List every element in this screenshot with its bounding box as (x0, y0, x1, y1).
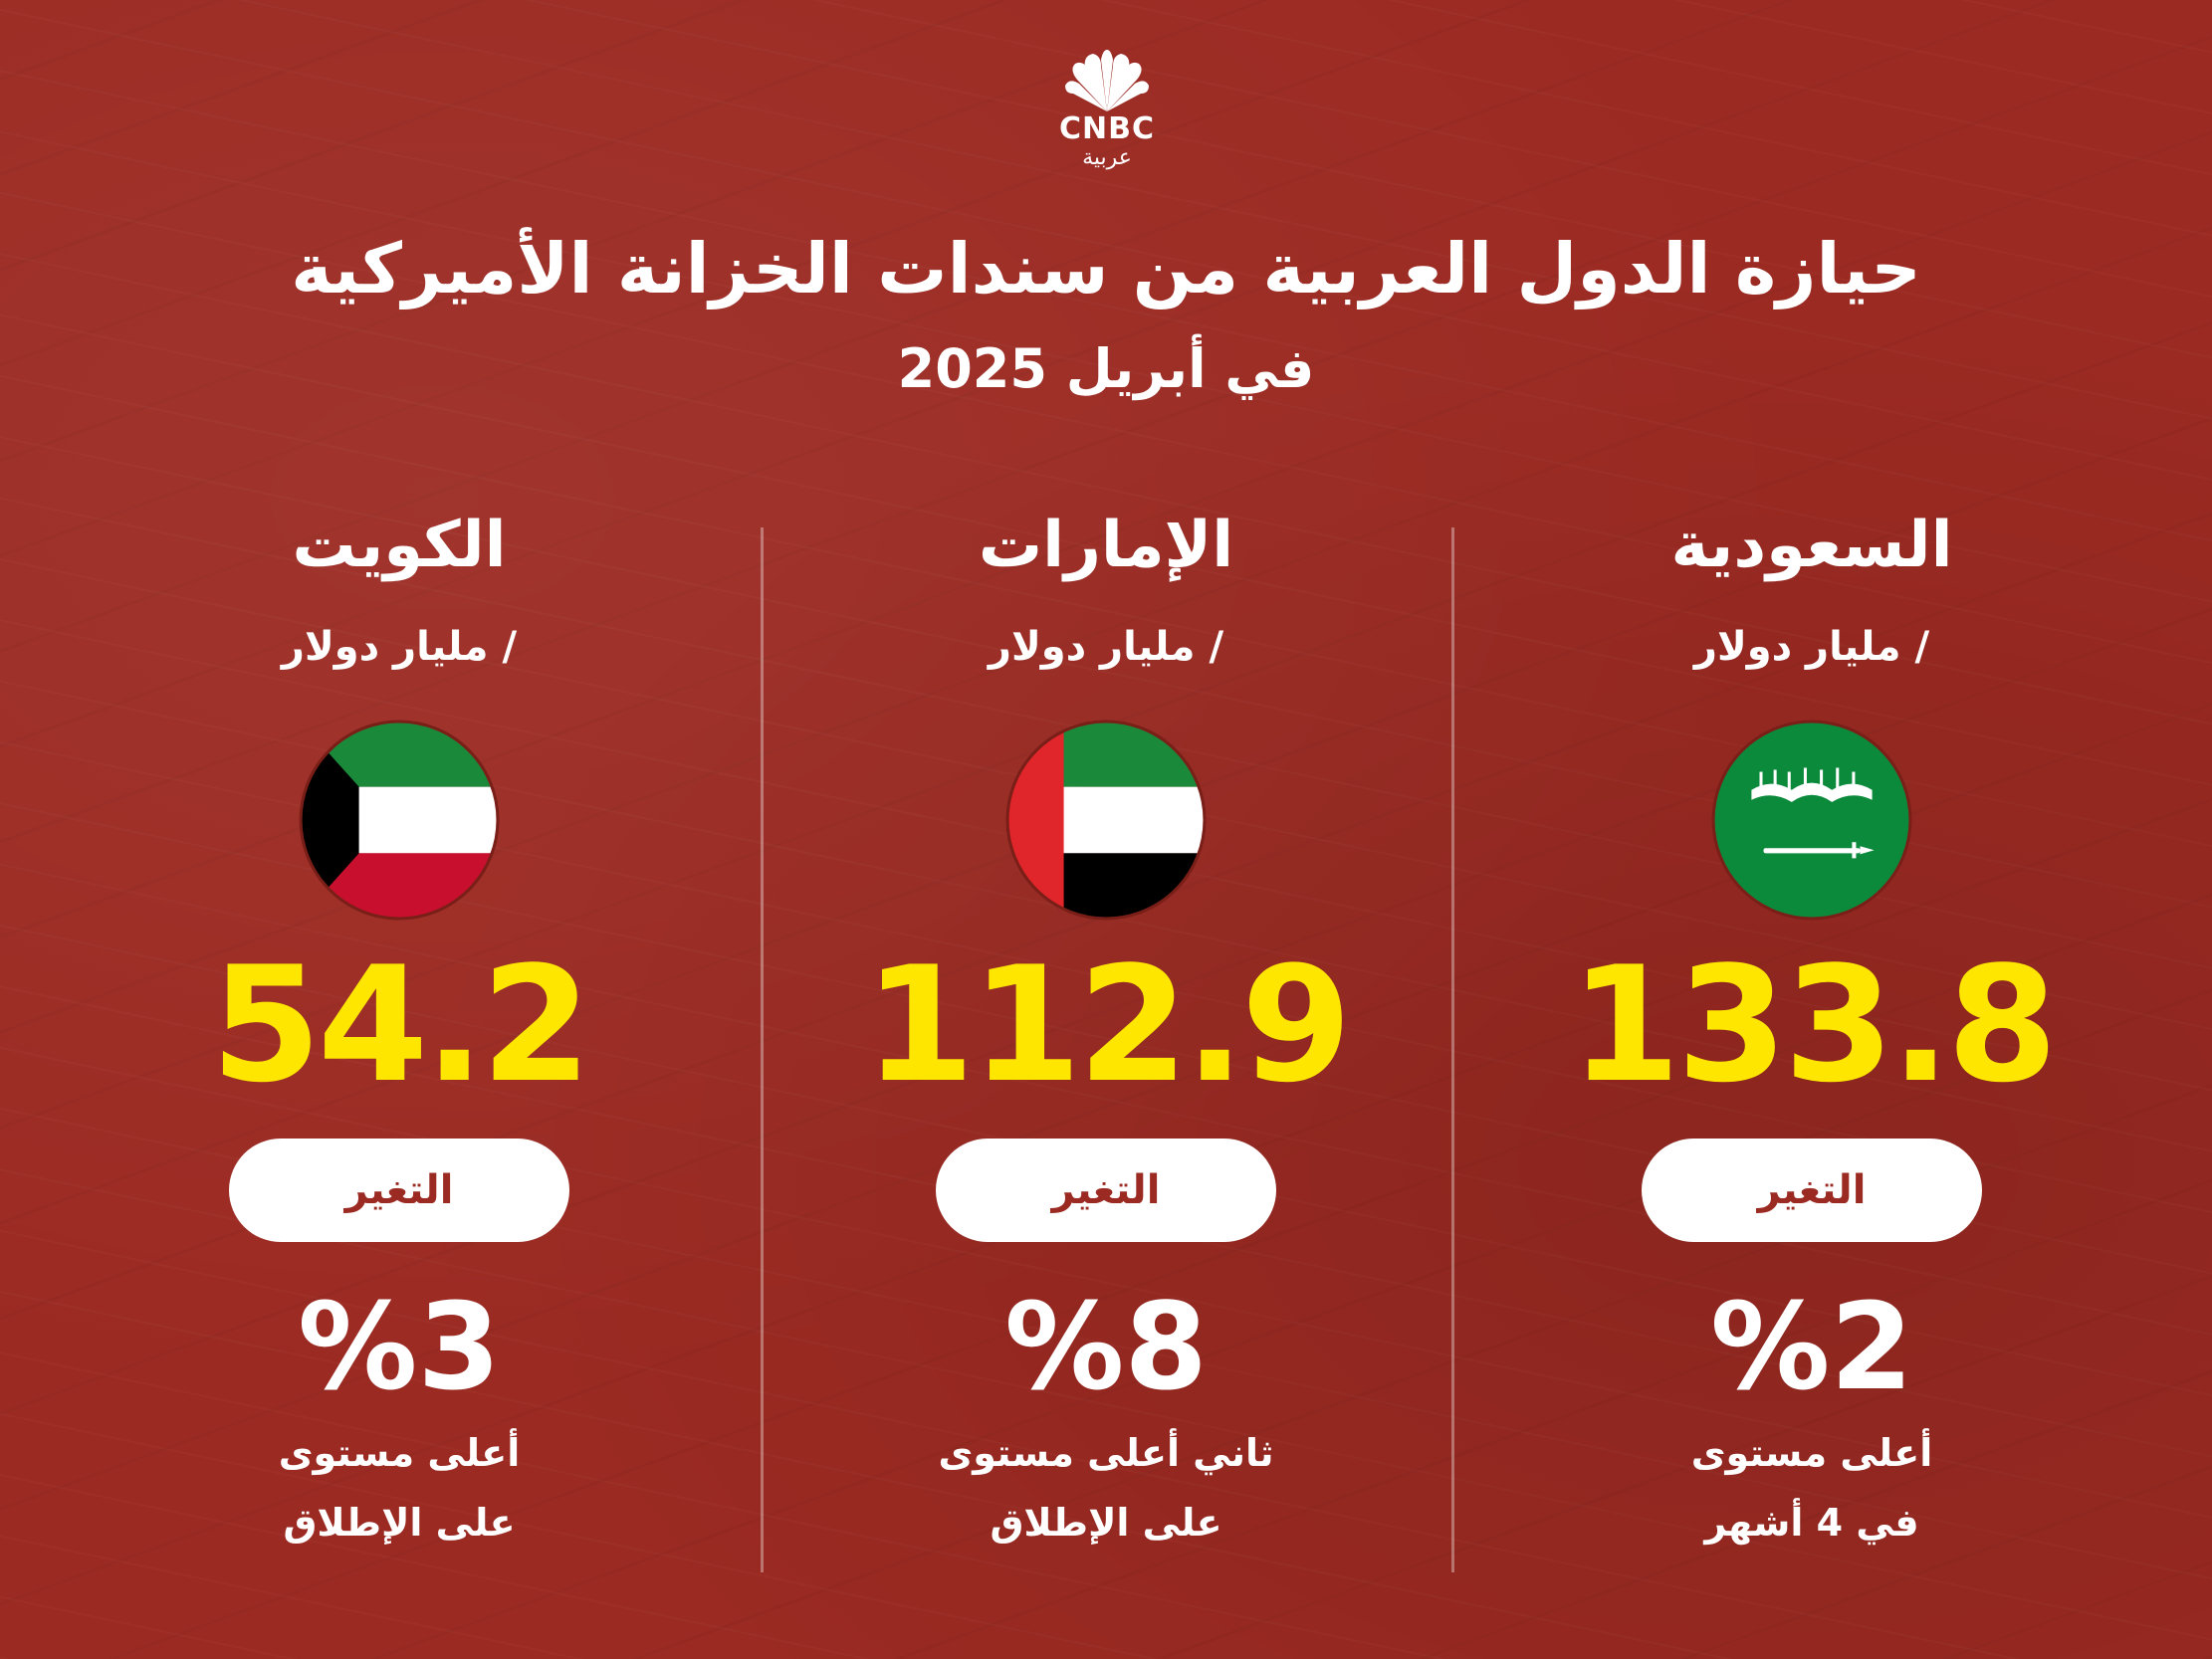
holding-value: 133.8 (1569, 932, 2058, 1118)
change-label: التغير (1051, 1167, 1161, 1213)
column-divider (761, 527, 764, 1572)
change-pill: التغير (1642, 1139, 1982, 1242)
note-line2: على الإطلاق (283, 1501, 516, 1545)
country-name: السعودية (1670, 509, 1953, 582)
change-label: التغير (344, 1167, 454, 1213)
note-line2: على الإطلاق (990, 1501, 1222, 1545)
holding-value: 54.2 (210, 932, 592, 1118)
uae-flag-icon (1005, 720, 1207, 921)
column-divider (1451, 527, 1454, 1572)
change-percent: %2 (1710, 1279, 1913, 1417)
unit-label: / مليار دولار (1693, 624, 1930, 670)
change-pill: التغير (936, 1139, 1276, 1242)
unit-label: / مليار دولار (988, 624, 1224, 670)
country-column-uae: الإمارات / مليار دولار 112.9 التغير %8 ث… (827, 0, 1385, 1659)
unit-label: / مليار دولار (281, 624, 518, 670)
note-line1: ثاني أعلى مستوى (938, 1431, 1274, 1475)
holding-value: 112.9 (863, 932, 1352, 1118)
country-column-kuwait: الكويت / مليار دولار 54.2 التغير %3 أعلى… (120, 0, 678, 1659)
note-line1: أعلى مستوى (1690, 1431, 1933, 1475)
logo-text: CNBC (1058, 111, 1155, 146)
change-label: التغير (1757, 1167, 1867, 1213)
cnbc-arabia-logo: CNBC عربية (1047, 50, 1167, 170)
country-column-saudi: السعودية / مليار دولار 133.8 التغير (1533, 0, 2091, 1659)
note-line2: في 4 أشهر (1704, 1501, 1919, 1545)
note-line1: أعلى مستوى (278, 1431, 521, 1475)
change-percent: %3 (298, 1279, 501, 1417)
change-percent: %8 (1004, 1279, 1208, 1417)
page-title: حيازة الدول العربية من سندات الخزانة الأ… (291, 228, 1921, 310)
country-name: الإمارات (978, 509, 1234, 582)
kuwait-flag-icon (299, 720, 500, 921)
country-name: الكويت (292, 509, 507, 582)
page-subtitle: في أبريل 2025 (897, 337, 1315, 400)
logo-subtext: عربية (1082, 145, 1132, 170)
saudi-flag-icon (1711, 720, 1912, 921)
peacock-icon (1065, 50, 1149, 111)
change-pill: التغير (229, 1139, 569, 1242)
